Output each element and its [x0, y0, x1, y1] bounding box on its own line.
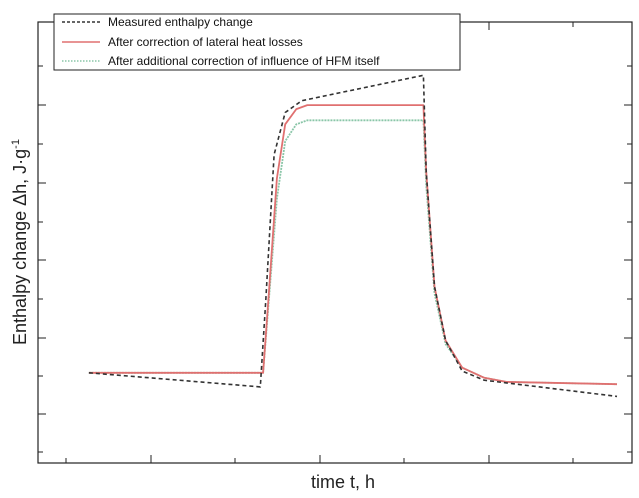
legend-label-hfm: After additional correction of influence… — [108, 54, 380, 68]
legend-label-lateral: After correction of lateral heat losses — [108, 35, 303, 49]
x-axis-label: time t, h — [311, 472, 375, 492]
legend: Measured enthalpy change After correctio… — [53, 13, 461, 71]
legend-label-measured: Measured enthalpy change — [108, 15, 253, 29]
series-line-lateral-corrected — [88, 104, 618, 386]
axis-ticks — [38, 22, 632, 463]
series-layer — [88, 74, 618, 398]
y-axis-label: Enthalpy change Δh, J·g-1 — [10, 139, 30, 345]
legend-box — [53, 13, 461, 71]
series-line-hfm-corrected — [88, 119, 618, 386]
y-axis-label-main: Enthalpy change Δh, J·g — [10, 149, 30, 345]
series-line-measured — [88, 74, 618, 398]
y-axis-label-superscript: -1 — [10, 139, 22, 149]
plot-frame — [37, 21, 633, 464]
